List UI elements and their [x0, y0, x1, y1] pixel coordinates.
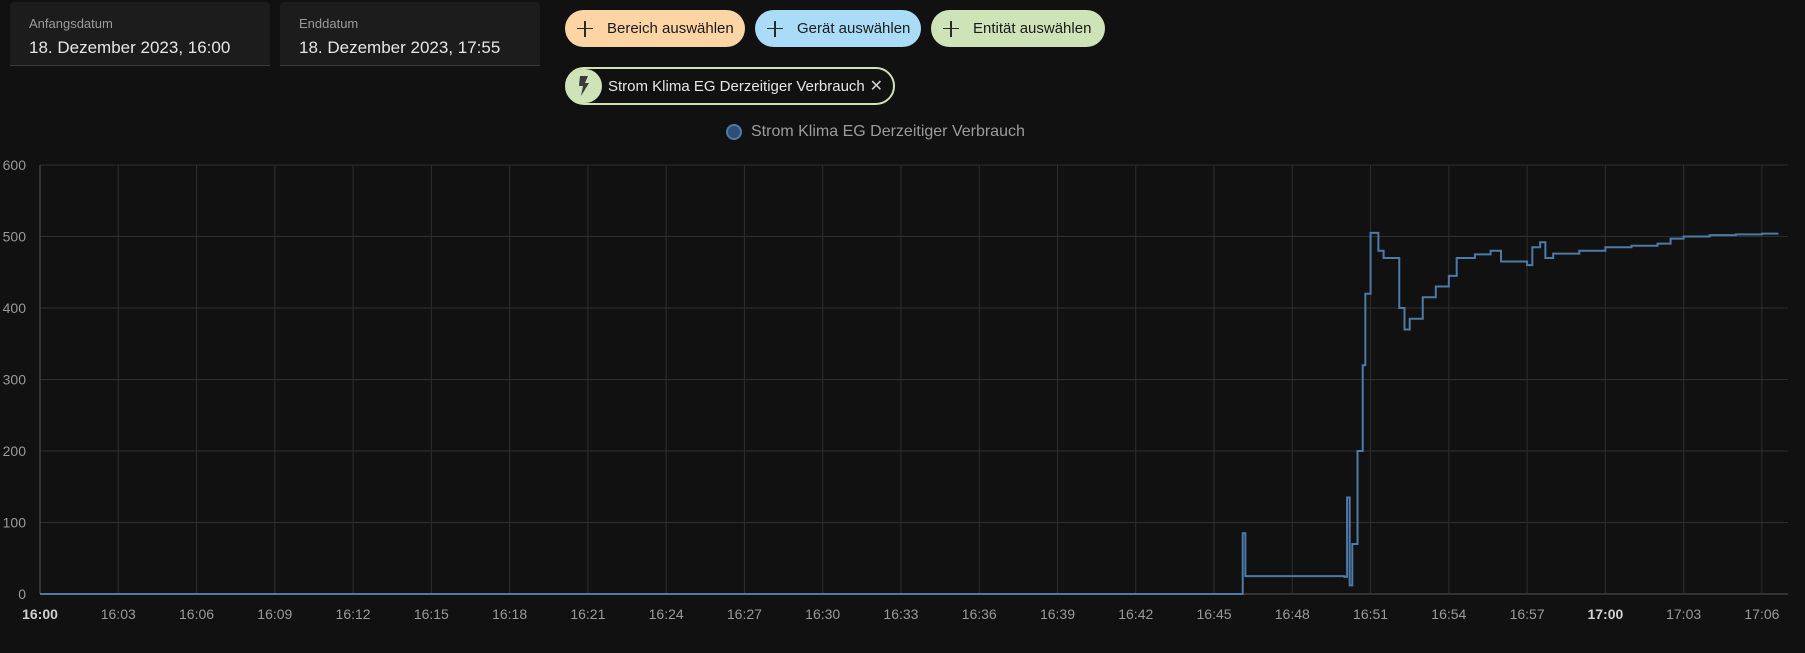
y-tick-label: 100 — [3, 515, 27, 531]
select-device-button[interactable]: Gerät auswählen — [755, 10, 921, 47]
x-tick-label: 17:00 — [1587, 606, 1623, 622]
x-tick-label: 16:12 — [336, 606, 371, 622]
y-tick-label: 500 — [3, 229, 27, 245]
y-tick-label: 600 — [3, 157, 27, 173]
x-tick-label: 16:39 — [1040, 606, 1075, 622]
legend-dot-icon — [726, 124, 742, 140]
x-tick-label: 16:30 — [805, 606, 840, 622]
select-area-button[interactable]: Bereich auswählen — [565, 10, 745, 47]
x-tick-label: 16:09 — [257, 606, 292, 622]
end-date-field[interactable]: Enddatum 18. Dezember 2023, 17:55 — [280, 2, 540, 66]
x-tick-label: 16:48 — [1275, 606, 1310, 622]
x-tick-label: 16:45 — [1197, 606, 1232, 622]
end-date-value: 18. Dezember 2023, 17:55 — [299, 38, 501, 57]
select-area-label: Bereich auswählen — [607, 20, 734, 37]
x-tick-label: 16:57 — [1510, 606, 1545, 622]
start-date-field[interactable]: Anfangsdatum 18. Dezember 2023, 16:00 — [10, 2, 270, 66]
end-date-label: Enddatum — [299, 16, 359, 31]
start-date-label: Anfangsdatum — [29, 16, 113, 31]
x-tick-label: 16:03 — [101, 606, 136, 622]
x-tick-label: 16:33 — [883, 606, 918, 622]
x-tick-label: 16:18 — [492, 606, 527, 622]
selected-entity-chip[interactable]: Strom Klima EG Derzeitiger Verbrauch ✕ — [565, 67, 895, 105]
x-tick-label: 16:36 — [962, 606, 997, 622]
plus-icon — [576, 20, 594, 38]
x-tick-label: 17:03 — [1666, 606, 1701, 622]
select-device-label: Gerät auswählen — [797, 20, 911, 37]
x-tick-label: 16:00 — [22, 606, 58, 622]
x-tick-label: 16:24 — [649, 606, 684, 622]
chart-legend-item[interactable]: Strom Klima EG Derzeitiger Verbrauch — [726, 123, 1025, 141]
series-line — [40, 231, 1779, 595]
y-tick-label: 0 — [18, 586, 26, 602]
x-tick-label: 17:06 — [1744, 606, 1779, 622]
plus-icon — [942, 20, 960, 38]
x-tick-label: 16:21 — [570, 606, 605, 622]
select-entity-button[interactable]: Entität auswählen — [931, 10, 1105, 47]
select-entity-label: Entität auswählen — [973, 20, 1092, 37]
legend-label: Strom Klima EG Derzeitiger Verbrauch — [751, 123, 1025, 140]
close-icon[interactable]: ✕ — [869, 78, 883, 95]
flash-icon — [566, 69, 602, 103]
x-tick-label: 16:27 — [727, 606, 762, 622]
plus-icon — [766, 20, 784, 38]
y-tick-label: 400 — [3, 300, 27, 316]
x-tick-label: 16:51 — [1353, 606, 1388, 622]
x-tick-label: 16:06 — [179, 606, 214, 622]
y-tick-label: 300 — [3, 372, 27, 388]
x-tick-label: 16:42 — [1118, 606, 1153, 622]
x-tick-label: 16:54 — [1431, 606, 1466, 622]
x-tick-label: 16:15 — [414, 606, 449, 622]
start-date-value: 18. Dezember 2023, 16:00 — [29, 38, 231, 57]
selected-entity-label: Strom Klima EG Derzeitiger Verbrauch — [608, 77, 865, 95]
y-tick-label: 200 — [3, 443, 27, 459]
